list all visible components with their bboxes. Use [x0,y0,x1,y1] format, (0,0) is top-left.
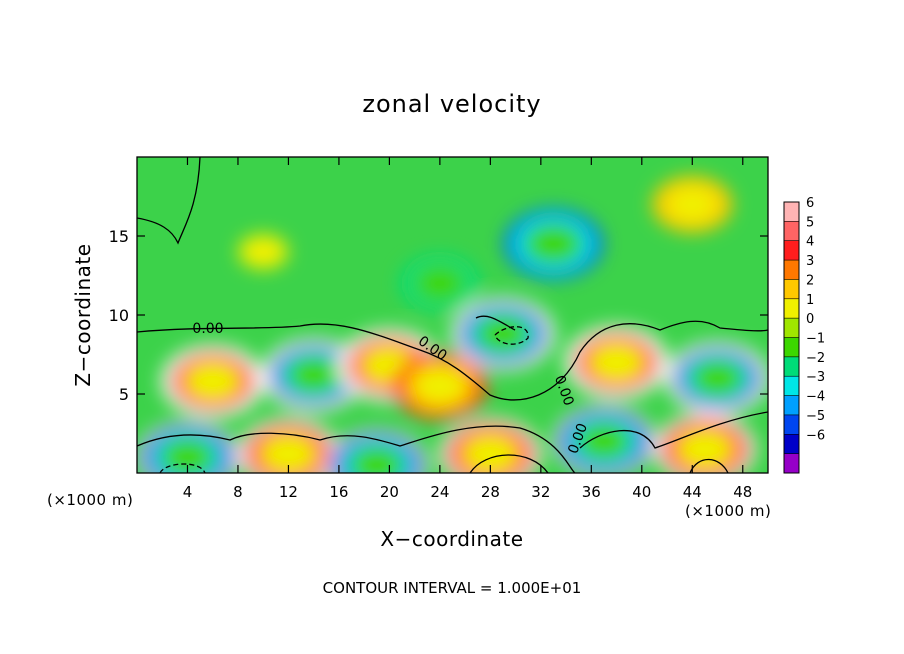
field-feature [553,405,655,473]
colorbar-swatch [784,260,799,280]
colorbar-swatch [784,202,799,222]
x-tick-label: 40 [632,483,651,501]
colorbar-swatch [784,279,799,300]
plot-area [137,157,768,473]
x-tick-label: 20 [380,483,399,501]
x-tick-label: 16 [329,483,348,501]
field-band [465,436,516,472]
colorbar-swatch [784,395,799,416]
x-unit-label-right: (×1000 m) [685,502,771,520]
field-band [667,186,718,222]
chart-title: zonal velocity [362,90,541,118]
field-band [692,360,743,396]
contour-line [579,411,768,449]
colorbar-swatch [784,453,799,474]
colorbar-label: −6 [806,428,825,443]
colorbar-swatch [784,221,799,242]
field-feature [325,429,428,473]
x-tick-label: 12 [279,483,298,501]
x-tick-label: 36 [582,483,601,501]
colorbar-swatch [784,414,799,435]
field-feature [654,413,756,473]
contour-line-dashed [159,463,206,473]
field-feature [652,176,733,233]
colorbar-label: 1 [806,293,814,308]
field-band [528,226,579,262]
field-feature [451,297,555,371]
field-feature [565,326,668,399]
field-feature [504,209,603,279]
x-tick-label: 4 [183,483,193,501]
colorbar-swatch [784,298,799,319]
colorbar-label: −3 [806,370,825,385]
colorbar-swatch [784,356,799,377]
x-tick-label: 8 [233,483,243,501]
x-unit-label-left: (×1000 m) [47,491,133,509]
y-tick-label: 10 [109,306,129,325]
field-band [414,368,465,404]
field-band [187,363,238,399]
x-tick-label: 28 [481,483,500,501]
colorbar-swatch [784,337,799,358]
field-band [591,344,642,380]
field-feature [439,418,542,473]
colorbar-label: 4 [806,235,814,250]
contour-line [137,320,768,401]
colorbar-swatch [784,318,799,338]
x-tick-label: 24 [430,483,449,501]
x-axis-label: X−coordinate [380,527,523,551]
field-feature [237,418,340,473]
velocity-field [137,176,768,473]
contour-line [137,157,201,245]
field-band [263,436,314,472]
colorbar-label: 0 [806,312,814,327]
colorbar: 6 5 4 3 2 1 0 −1 −2 −3 −4 −5 −6 [783,196,825,474]
colorbar-swatch [784,376,799,397]
contour-label: 0.00 [192,321,223,337]
y-axis-label: Z−coordinate [71,243,95,386]
field-feature [161,344,265,418]
colorbar-label: −1 [806,332,825,347]
contour-line [475,315,516,331]
field-band [579,423,629,459]
x-tick-label: 44 [683,483,702,501]
x-tick-label: 48 [733,483,752,501]
field-band [351,447,402,473]
colorbar-label: 3 [806,254,814,269]
x-axis-ticks: 4 8 12 16 20 24 28 32 36 40 44 48 [183,157,752,501]
contour-line-dashed [494,326,529,345]
field-feature [238,234,289,270]
field-feature [399,255,480,312]
y-tick-label: 15 [109,227,129,246]
colorbar-swatch [784,240,799,261]
colorbar-swatch [784,434,799,455]
field-band [414,265,465,301]
field-band [478,316,528,352]
y-axis-ticks: 5 10 15 [109,227,768,404]
colorbar-label: −2 [806,351,825,366]
field-band [288,357,339,393]
contour-line [137,425,576,473]
colorbar-label: 2 [806,273,814,288]
colorbar-label: 5 [806,215,814,230]
field-band [680,431,730,467]
field-feature [666,341,768,415]
colorbar-label: 6 [806,196,814,211]
x-tick-label: 32 [531,483,550,501]
field-feature [262,338,366,412]
y-tick-label: 5 [119,385,129,404]
field-band [238,234,289,270]
contour-interval-footer: CONTOUR INTERVAL = 1.000E+01 [323,579,582,597]
field-feature [392,352,488,420]
colorbar-label: −4 [806,390,825,405]
colorbar-label: −5 [806,409,825,424]
